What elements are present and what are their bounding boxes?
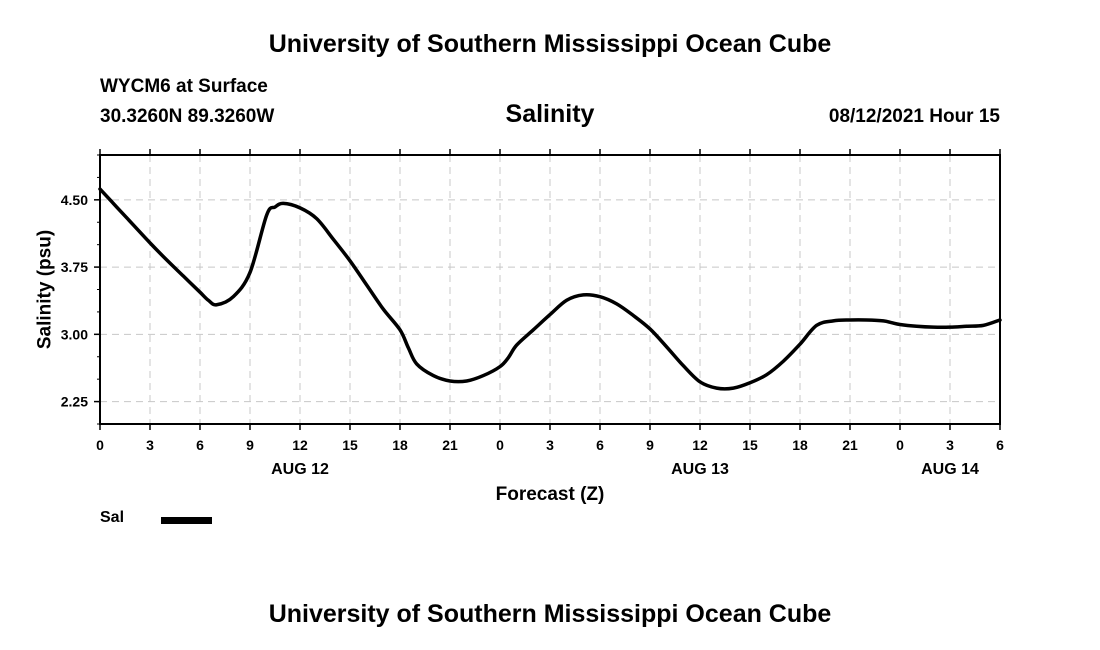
x-tick-label: 6: [196, 437, 204, 453]
x-tick-label: 21: [842, 437, 858, 453]
x-tick-label: 3: [546, 437, 554, 453]
date-label: AUG 13: [671, 461, 729, 478]
date-label: AUG 12: [271, 461, 329, 478]
x-tick-label: 21: [442, 437, 458, 453]
x-tick-label: 9: [646, 437, 654, 453]
page-title: University of Southern Mississippi Ocean…: [268, 30, 832, 58]
series-line-sal: [98, 187, 1002, 391]
station-coordinates: 30.3260N 89.3260W: [100, 106, 275, 127]
x-tick-label: 15: [342, 437, 358, 453]
footer-title: University of Southern Mississippi Ocean…: [268, 600, 832, 628]
chart-title: Salinity: [505, 100, 595, 128]
date-label: AUG 14: [921, 461, 979, 478]
y-axis-label: Salinity (psu): [35, 230, 56, 349]
x-tick-label: 12: [292, 437, 308, 453]
x-tick-label: 0: [496, 437, 504, 453]
station-name: WYCM6 at Surface: [100, 76, 268, 97]
x-tick-label: 6: [596, 437, 604, 453]
axis-ticks: 0 3 6 9 12 15 18 21 0 3 6 9 12 15 18 21 0 3 6 AUG 12 AUG 13 A…: [61, 149, 1004, 478]
x-tick-label: 0: [896, 437, 904, 453]
y-tick-label: 2.25: [61, 394, 88, 410]
legend-swatch: [161, 517, 212, 524]
y-tick-label: 3.75: [61, 259, 88, 275]
x-tick-label: 18: [792, 437, 808, 453]
x-tick-label: 0: [96, 437, 104, 453]
x-tick-label: 12: [692, 437, 708, 453]
x-tick-label: 15: [742, 437, 758, 453]
series-layer: [98, 187, 1002, 391]
y-tick-label: 3.00: [61, 326, 88, 342]
y-tick-label: 4.50: [61, 192, 88, 208]
x-tick-label: 6: [996, 437, 1004, 453]
x-tick-label: 3: [146, 437, 154, 453]
x-tick-label: 3: [946, 437, 954, 453]
legend-label: Sal: [100, 509, 125, 526]
grid-lines: [100, 155, 1000, 424]
x-tick-label: 9: [246, 437, 254, 453]
x-tick-label: 18: [392, 437, 408, 453]
x-axis-label: Forecast (Z): [496, 484, 605, 505]
forecast-run-time: 08/12/2021 Hour 15: [828, 106, 1000, 127]
